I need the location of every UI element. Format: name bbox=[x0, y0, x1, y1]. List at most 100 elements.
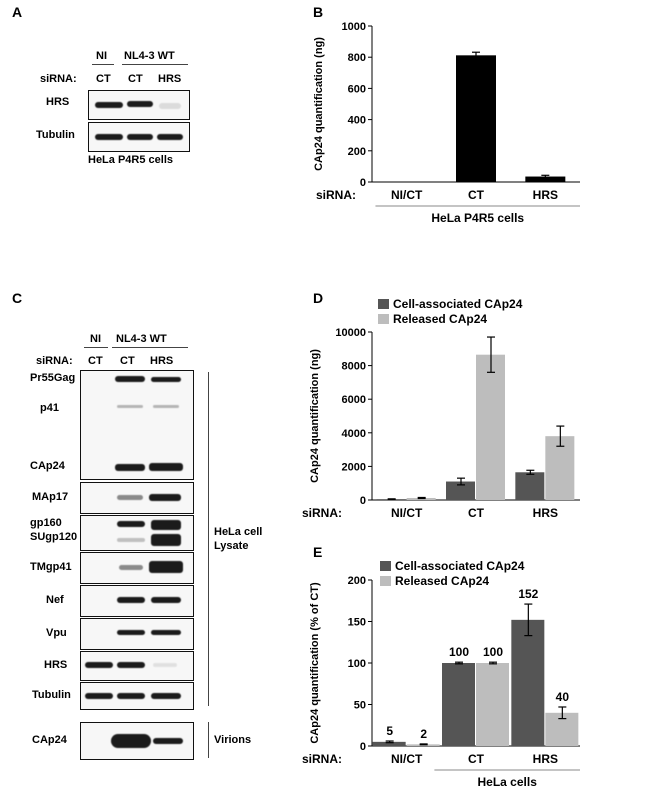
blot-band bbox=[117, 538, 145, 542]
chart-d: 0 2000 4000 6000 8000 10000 CAp24 quantificati… bbox=[302, 297, 580, 520]
chart-d-legend-label: Cell-associated CAp24 bbox=[393, 297, 523, 311]
chart-e-bar bbox=[442, 663, 475, 746]
panel-a-caption: HeLa P4R5 cells bbox=[88, 154, 173, 166]
blot-band bbox=[127, 101, 153, 107]
panel-c-nl-underline bbox=[112, 347, 188, 348]
chart-e-y-tick-label: 0 bbox=[360, 741, 366, 753]
panel-c-row-tmgp41: TMgp41 bbox=[30, 561, 72, 573]
panel-c-blot-map17 bbox=[80, 482, 194, 514]
blot-band bbox=[111, 734, 151, 748]
blot-band bbox=[117, 693, 145, 699]
blot-band bbox=[157, 134, 183, 140]
blot-band bbox=[153, 405, 179, 408]
panel-c-blot-tmgp41 bbox=[80, 552, 194, 584]
chart-b-y-tick-label: 0 bbox=[360, 177, 366, 189]
panel-a-ni-underline bbox=[92, 64, 114, 65]
panel-c-row-gp160: gp160 bbox=[30, 517, 62, 529]
chart-e-category-label: CT bbox=[468, 752, 485, 766]
chart-b-bar bbox=[386, 181, 427, 183]
chart-e-data-label: 2 bbox=[420, 727, 427, 741]
chart-e-bar bbox=[476, 663, 509, 746]
blot-band bbox=[95, 134, 123, 140]
chart-e-data-label: 5 bbox=[386, 724, 393, 738]
blot-band bbox=[95, 102, 123, 108]
blot-band bbox=[159, 103, 181, 109]
panel-a-row-hrs: HRS bbox=[46, 96, 70, 108]
chart-e-legend-swatch bbox=[380, 576, 391, 586]
chart-b-y-label: CAp24 quantification (ng) bbox=[313, 37, 325, 171]
panel-a-lane-3: HRS bbox=[158, 73, 182, 85]
chart-d-legend-swatch bbox=[378, 314, 389, 324]
panel-c-virions-label: Virions bbox=[214, 734, 252, 746]
chart-e-legend-label: Cell-associated CAp24 bbox=[395, 559, 525, 573]
panel-c-blot-hrs bbox=[80, 651, 194, 681]
panel-c-blot-virions bbox=[80, 722, 194, 760]
chart-e-y-tick-label: 150 bbox=[348, 617, 366, 629]
chart-d-y-tick-label: 2000 bbox=[342, 461, 366, 473]
blot-band bbox=[151, 377, 181, 382]
panel-c-group-ni: NI bbox=[90, 333, 101, 345]
chart-e-y-tick-label: 50 bbox=[354, 700, 366, 712]
blot-band bbox=[119, 565, 143, 570]
chart-d-bar bbox=[515, 472, 545, 500]
chart-d-y-tick-label: 0 bbox=[360, 495, 366, 507]
chart-b-y-tick-label: 400 bbox=[348, 115, 366, 127]
panel-c-virions-bracket bbox=[208, 722, 209, 758]
chart-e-data-label: 100 bbox=[483, 645, 503, 659]
chart-b-sirna-label: siRNA: bbox=[316, 188, 356, 202]
chart-e-category-label: NI/CT bbox=[391, 752, 423, 766]
panel-a-sirna-label: siRNA: bbox=[40, 73, 77, 85]
panel-c-blot-tubulin bbox=[80, 682, 194, 710]
panel-d-letter: D bbox=[313, 290, 324, 306]
chart-e-legend-label: Released CAp24 bbox=[395, 574, 489, 588]
panel-a-blot-hrs bbox=[88, 90, 190, 120]
panel-a-lane-2: CT bbox=[128, 73, 143, 85]
chart-d-category-label: NI/CT bbox=[391, 506, 423, 520]
chart-d-bar bbox=[446, 481, 475, 500]
chart-d-category-label: CT bbox=[468, 506, 485, 520]
chart-b-bar bbox=[525, 176, 566, 182]
blot-band bbox=[117, 405, 143, 408]
chart-e-data-label: 100 bbox=[449, 645, 469, 659]
panel-c-row-p41: p41 bbox=[40, 402, 59, 414]
blot-band bbox=[149, 561, 183, 573]
panel-c-row-virion-cap24: CAp24 bbox=[32, 734, 67, 746]
blot-band bbox=[85, 693, 113, 699]
panel-c-row-nef: Nef bbox=[46, 594, 64, 606]
chart-d-y-label: CAp24 quantification (ng) bbox=[309, 349, 321, 483]
chart-b-y-tick-label: 800 bbox=[348, 52, 366, 64]
chart-e-sirna-label: siRNA: bbox=[302, 752, 342, 766]
blot-band bbox=[127, 134, 153, 140]
blot-band bbox=[117, 597, 145, 603]
chart-e-y-tick-label: 100 bbox=[348, 658, 366, 670]
chart-d-category-label: HRS bbox=[533, 506, 558, 520]
panel-c-group-nl: NL4-3 WT bbox=[116, 333, 167, 345]
chart-b-bar bbox=[456, 55, 496, 182]
chart-e-y-label: CAp24 quantification (% of CT) bbox=[309, 582, 321, 744]
blot-band bbox=[153, 738, 183, 744]
blot-band bbox=[151, 520, 181, 530]
chart-b-y-tick-label: 1000 bbox=[342, 21, 366, 33]
chart-e-y-tick-label: 200 bbox=[348, 575, 366, 587]
blot-band bbox=[151, 534, 181, 546]
blot-band bbox=[117, 630, 145, 635]
chart-e: 0 50 100 150 200 CAp24 quantification (% of C… bbox=[302, 559, 580, 789]
panel-c-ni-underline bbox=[84, 347, 108, 348]
blot-band bbox=[85, 662, 113, 668]
panel-a-blot-tubulin bbox=[88, 122, 190, 152]
panel-c-blot-nef bbox=[80, 585, 194, 617]
chart-d-y-tick-label: 8000 bbox=[342, 361, 366, 373]
chart-b-y-tick-label: 600 bbox=[348, 83, 366, 95]
panel-a-group-nl: NL4-3 WT bbox=[124, 50, 175, 62]
chart-d-legend-label: Released CAp24 bbox=[393, 312, 487, 326]
panel-c-row-tubulin: Tubulin bbox=[32, 689, 71, 701]
panel-c-lysate-label-1: HeLa cell bbox=[214, 526, 263, 538]
chart-d-sirna-label: siRNA: bbox=[302, 506, 342, 520]
panel-a-group-ni: NI bbox=[96, 50, 107, 62]
panel-a-lane-1: CT bbox=[96, 73, 111, 85]
panel-c-blot-env bbox=[80, 515, 194, 551]
panel-c-row-vpu: Vpu bbox=[46, 627, 67, 639]
panel-c-row-sugp120: SUgp120 bbox=[30, 531, 78, 543]
panel-c-row-pr55gag: Pr55Gag bbox=[30, 372, 76, 384]
blot-band bbox=[117, 662, 145, 668]
